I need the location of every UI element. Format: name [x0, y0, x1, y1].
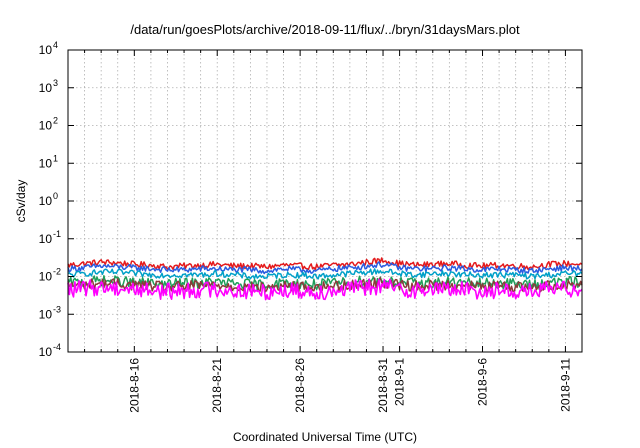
- grid: [68, 50, 582, 352]
- y-tick-label: 100: [39, 191, 58, 208]
- y-tick-label: 104: [39, 40, 58, 57]
- y-tick-label: 102: [39, 116, 58, 133]
- x-tick-label: 2018-8-31: [376, 358, 390, 413]
- x-tick-label: 2018-9-6: [476, 358, 490, 406]
- x-axis-label: Coordinated Universal Time (UTC): [233, 430, 417, 444]
- x-tick-label: 2018-8-16: [127, 358, 141, 413]
- series-line: [67, 278, 583, 301]
- x-tick-label: 2018-8-26: [293, 358, 307, 413]
- x-tick-label: 2018-8-21: [210, 358, 224, 413]
- y-tick-label: 101: [39, 153, 58, 170]
- series-line: [67, 261, 583, 275]
- y-tick-label: 10-4: [39, 342, 61, 359]
- chart-title: /data/run/goesPlots/archive/2018-09-11/f…: [130, 22, 520, 37]
- y-axis-label: cSv/day: [14, 180, 28, 223]
- series-line: [67, 257, 583, 271]
- y-tick-label: 103: [39, 78, 58, 95]
- y-tick-label: 10-2: [39, 267, 61, 284]
- series-line: [67, 268, 583, 280]
- x-tick-label: 2018-9-1: [393, 358, 407, 406]
- y-tick-label: 10-3: [39, 304, 61, 321]
- y-tick-label: 10-1: [39, 229, 61, 246]
- axis-ticks: 10-4 10-3 10-2 10-1 100 101 102 103 104 2018-8-16…: [39, 40, 583, 413]
- x-tick-label: 2018-9-11: [558, 358, 572, 412]
- plot-series: [67, 257, 583, 301]
